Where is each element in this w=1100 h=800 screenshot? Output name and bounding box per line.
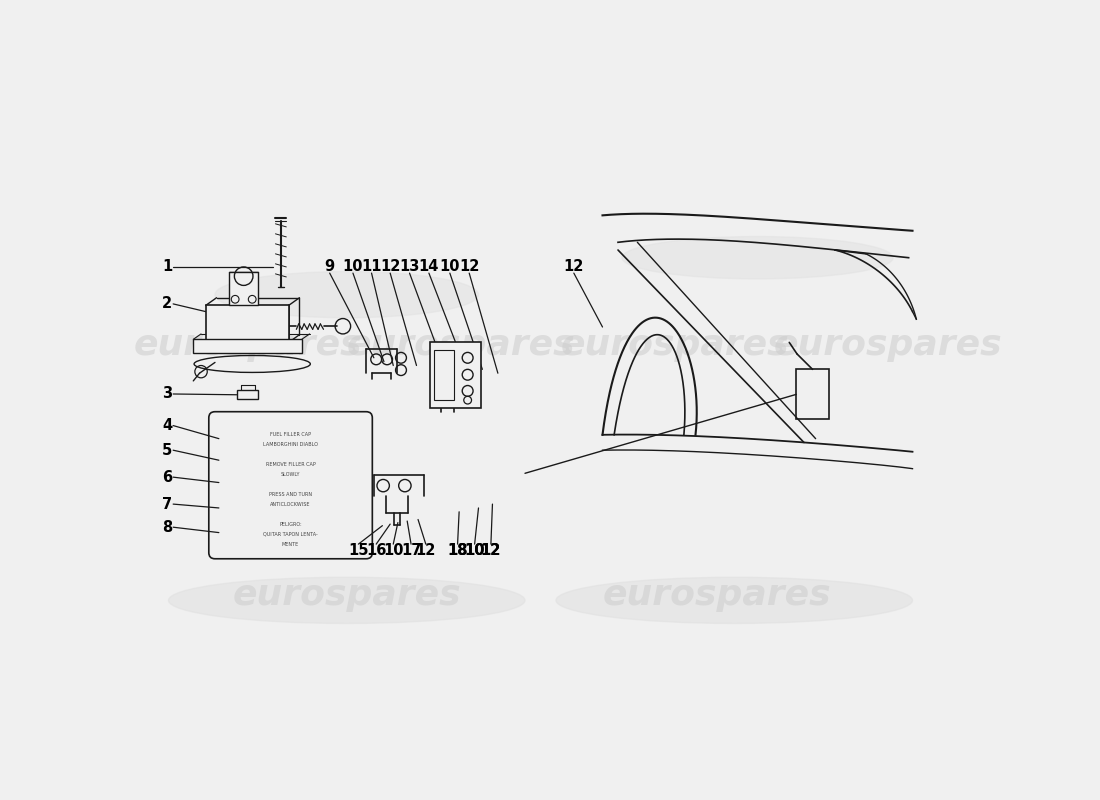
Text: 10: 10 (383, 542, 404, 558)
Text: 12: 12 (416, 542, 436, 558)
Text: 17: 17 (400, 542, 421, 558)
Text: eurospares: eurospares (232, 578, 461, 612)
Text: MENTE: MENTE (282, 542, 299, 547)
Text: ANTICLOCKWISE: ANTICLOCKWISE (271, 502, 311, 506)
Text: 12: 12 (459, 259, 480, 274)
Text: 7: 7 (162, 497, 172, 512)
Text: 12: 12 (563, 259, 584, 274)
Ellipse shape (214, 271, 478, 318)
Text: PRESS AND TURN: PRESS AND TURN (270, 492, 312, 497)
Ellipse shape (556, 578, 913, 623)
Bar (236, 390, 258, 399)
Text: FUEL FILLER CAP: FUEL FILLER CAP (271, 432, 311, 437)
Text: 9: 9 (324, 259, 334, 274)
Text: 11: 11 (361, 259, 382, 274)
Text: 8: 8 (162, 520, 172, 534)
Text: 12: 12 (481, 542, 502, 558)
Text: REMOVE FILLER CAP: REMOVE FILLER CAP (266, 462, 316, 466)
Text: 10: 10 (440, 259, 460, 274)
Text: 16: 16 (366, 542, 386, 558)
Text: 14: 14 (419, 259, 439, 274)
Text: 6: 6 (162, 470, 172, 485)
Text: 18: 18 (448, 542, 468, 558)
Bar (194, 339, 301, 353)
Text: eurospares: eurospares (134, 329, 363, 362)
Text: eurospares: eurospares (603, 578, 832, 612)
Ellipse shape (621, 237, 893, 279)
Text: 1: 1 (162, 259, 172, 274)
Text: 5: 5 (162, 442, 172, 458)
Text: 15: 15 (348, 542, 369, 558)
Text: eurospares: eurospares (560, 329, 789, 362)
Text: 10: 10 (464, 542, 485, 558)
Bar (229, 271, 258, 306)
Text: 3: 3 (162, 386, 172, 402)
Text: eurospares: eurospares (348, 329, 575, 362)
Text: 18: 18 (448, 542, 468, 558)
Text: 12: 12 (379, 259, 400, 274)
Text: QUITAR TAPON LENTA-: QUITAR TAPON LENTA- (263, 532, 318, 537)
Text: 12: 12 (481, 542, 502, 558)
Text: 10: 10 (464, 542, 485, 558)
Text: 10: 10 (343, 259, 363, 274)
Text: 13: 13 (399, 259, 420, 274)
Bar (796, 370, 828, 419)
Text: PELIGRO:: PELIGRO: (279, 522, 301, 527)
Text: 4: 4 (162, 418, 172, 433)
Bar (434, 350, 453, 400)
Text: LAMBORGHINI DIABLO: LAMBORGHINI DIABLO (263, 442, 318, 446)
Text: eurospares: eurospares (773, 329, 1002, 362)
Bar (430, 342, 481, 408)
Bar (206, 306, 288, 342)
Text: 2: 2 (162, 296, 172, 311)
Ellipse shape (168, 578, 525, 623)
Text: SLOWLY: SLOWLY (280, 472, 300, 477)
